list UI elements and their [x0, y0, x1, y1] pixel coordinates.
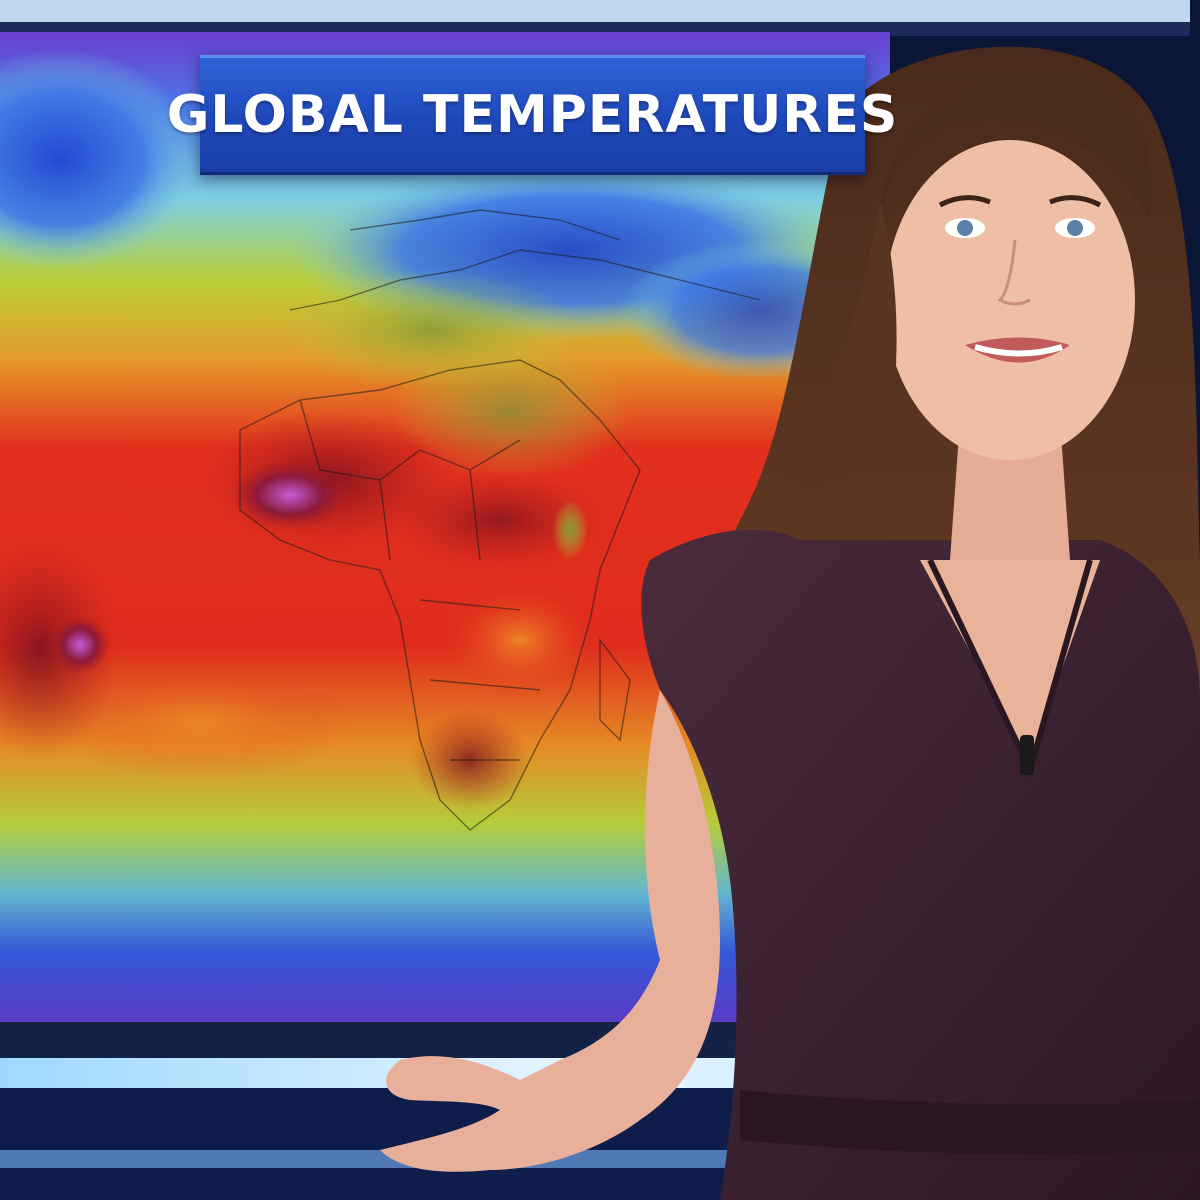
graphic-title: GLOBAL TEMPERATURES [166, 85, 899, 145]
graphic-title-banner: GLOBAL TEMPERATURES [167, 55, 897, 175]
